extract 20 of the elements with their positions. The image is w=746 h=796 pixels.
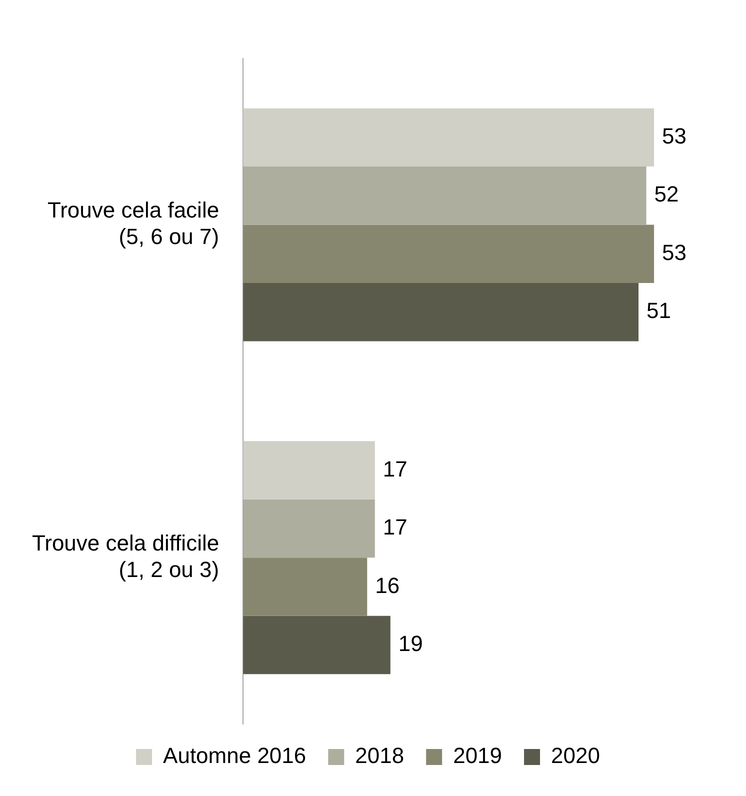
bar: [243, 441, 375, 500]
data-label: 16: [375, 572, 400, 598]
legend-label: 2018: [355, 743, 404, 768]
bar: [243, 283, 639, 342]
legend-label: 2019: [453, 743, 502, 768]
data-label: 52: [654, 182, 679, 207]
data-label: 19: [398, 631, 423, 656]
bar: [243, 224, 654, 284]
y-tick-label: Trouve cela difficile (1, 2 ou 3): [32, 530, 220, 582]
data-label: 51: [646, 298, 672, 324]
bar: [243, 558, 368, 616]
data-label: 17: [382, 456, 408, 482]
data-label: 53: [662, 240, 687, 265]
data-label: 53: [662, 124, 687, 149]
bar: [243, 108, 654, 167]
legend-label: Automne 2016: [163, 743, 306, 768]
y-tick-label: Trouve cela facile (5, 6 ou 7): [47, 198, 220, 250]
data-label: 17: [382, 514, 408, 540]
bar: [243, 616, 390, 674]
legend-label: 2020: [551, 743, 600, 768]
